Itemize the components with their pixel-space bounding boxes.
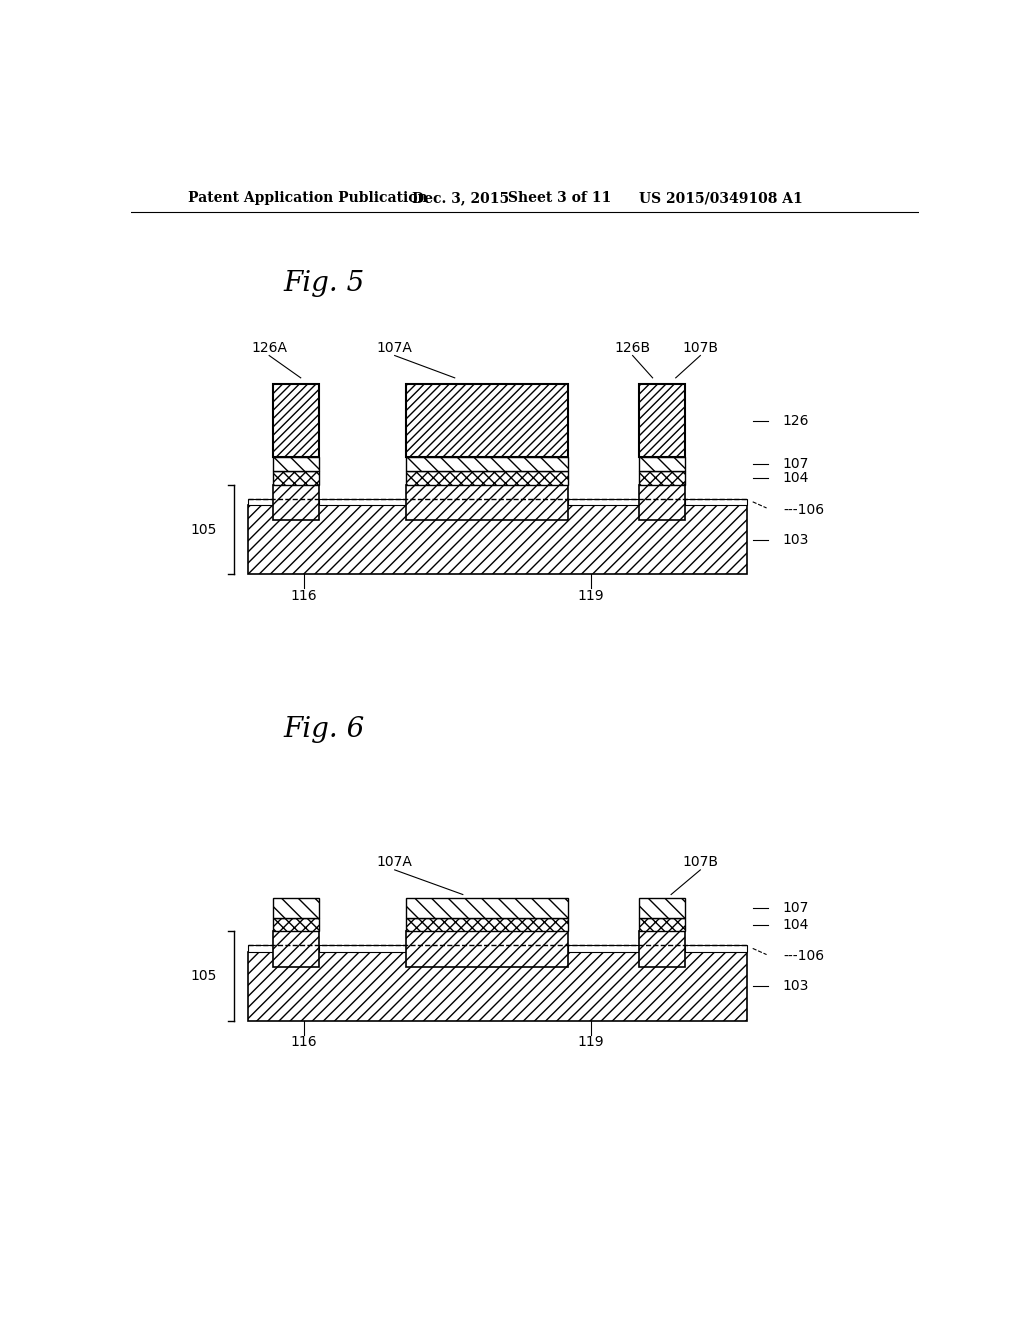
Bar	[568, 499, 639, 504]
Text: Patent Application Publication: Patent Application Publication	[188, 191, 428, 206]
Bar	[319, 499, 407, 504]
Text: 105: 105	[190, 523, 217, 536]
Text: 105: 105	[190, 969, 217, 983]
Bar	[685, 945, 746, 952]
Text: 116: 116	[291, 589, 317, 603]
Bar	[639, 932, 685, 966]
Bar	[639, 899, 685, 917]
Bar	[248, 952, 746, 1020]
Bar	[248, 499, 273, 504]
Text: 104: 104	[782, 471, 808, 484]
Text: 107B: 107B	[682, 341, 719, 355]
Text: Fig. 6: Fig. 6	[283, 717, 365, 743]
Text: 107A: 107A	[377, 855, 413, 869]
Bar	[407, 932, 568, 966]
Text: Fig. 5: Fig. 5	[283, 269, 365, 297]
Text: 116: 116	[291, 1035, 317, 1049]
Text: 104: 104	[782, 917, 808, 932]
Text: 107: 107	[782, 902, 808, 915]
Bar	[273, 457, 319, 471]
Text: Dec. 3, 2015: Dec. 3, 2015	[412, 191, 509, 206]
Text: ---106: ---106	[783, 949, 824, 964]
Bar	[685, 499, 746, 504]
Bar	[273, 484, 319, 520]
Bar	[248, 945, 273, 952]
Bar	[639, 457, 685, 471]
Text: Sheet 3 of 11: Sheet 3 of 11	[508, 191, 611, 206]
Bar	[273, 932, 319, 966]
Text: 126A: 126A	[251, 341, 287, 355]
Bar	[273, 384, 319, 457]
Text: 126B: 126B	[614, 341, 650, 355]
Bar	[568, 945, 639, 952]
Bar	[273, 471, 319, 484]
Text: ---106: ---106	[783, 503, 824, 516]
Text: 126: 126	[782, 413, 809, 428]
Text: 107: 107	[782, 457, 808, 471]
Bar	[248, 506, 746, 574]
Bar	[407, 899, 568, 917]
Bar	[273, 917, 319, 932]
Bar	[639, 917, 685, 932]
Bar	[639, 384, 685, 457]
Bar	[407, 484, 568, 520]
Text: 107B: 107B	[682, 855, 719, 869]
Bar	[407, 384, 568, 457]
Bar	[407, 917, 568, 932]
Bar	[407, 471, 568, 484]
Bar	[639, 471, 685, 484]
Bar	[407, 457, 568, 471]
Text: US 2015/0349108 A1: US 2015/0349108 A1	[639, 191, 803, 206]
Bar	[273, 899, 319, 917]
Text: 119: 119	[578, 1035, 604, 1049]
Text: 107A: 107A	[377, 341, 413, 355]
Text: 103: 103	[782, 532, 808, 546]
Text: 119: 119	[578, 589, 604, 603]
Text: 103: 103	[782, 979, 808, 993]
Bar	[319, 945, 407, 952]
Bar	[639, 484, 685, 520]
